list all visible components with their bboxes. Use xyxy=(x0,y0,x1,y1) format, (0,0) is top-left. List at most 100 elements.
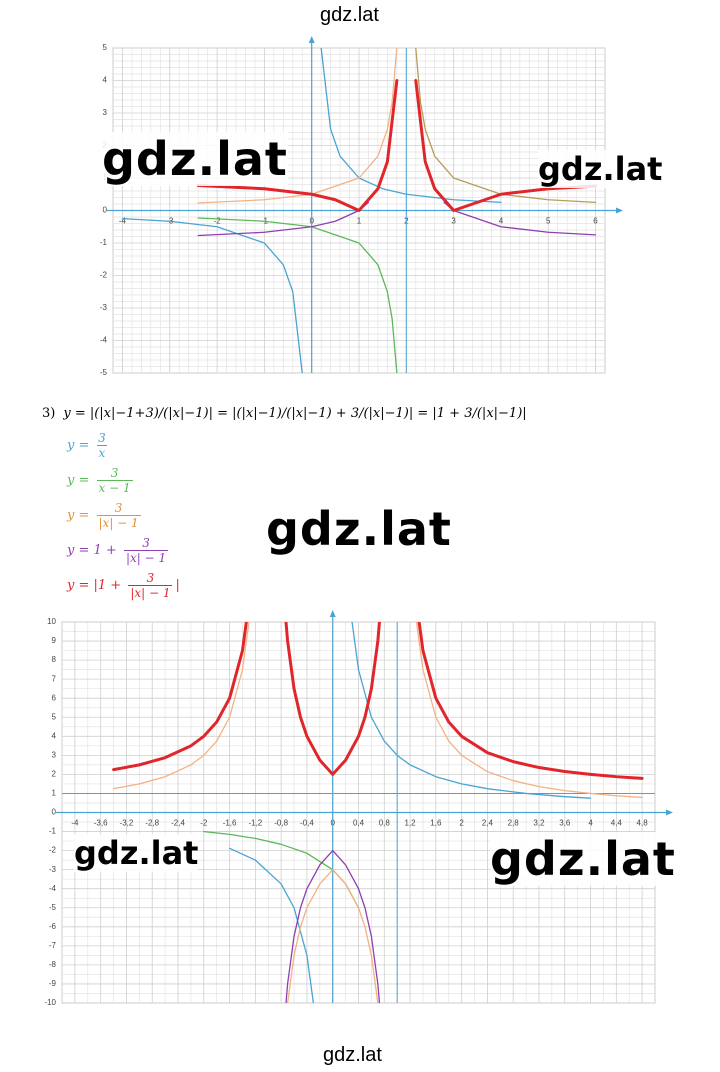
x-tick-label: 6 xyxy=(593,217,598,226)
task-number: 3) xyxy=(42,405,56,421)
fraction: 3 |x| − 1 xyxy=(128,571,173,600)
fraction: 3 |x| − 1 xyxy=(96,501,141,530)
y-tick-label: -1 xyxy=(100,238,108,247)
x-tick-label: 3,6 xyxy=(559,819,571,828)
x-tick-label: 1,6 xyxy=(430,819,442,828)
y-tick-label: 3 xyxy=(103,108,108,117)
x-tick-label: 4 xyxy=(499,217,504,226)
curve xyxy=(228,622,592,1003)
y-tick-label: -4 xyxy=(100,336,108,345)
y-axis-arrow xyxy=(308,36,315,43)
equation: y = |(|x|−1+3)/(|x|−1)| = |(|x|−1)/(|x|−… xyxy=(63,405,527,421)
y-tick-label: -5 xyxy=(49,903,57,912)
y-tick-label: 0 xyxy=(103,206,108,215)
y-tick-label: -4 xyxy=(49,884,57,893)
y-tick-label: 7 xyxy=(52,674,57,683)
x-tick-label: -0,4 xyxy=(300,819,314,828)
x-tick-label: -0,8 xyxy=(274,819,288,828)
x-tick-label: 2 xyxy=(459,819,464,828)
curve xyxy=(196,79,598,212)
x-tick-label: -2,8 xyxy=(145,819,159,828)
y-tick-label: -5 xyxy=(100,368,108,377)
curves xyxy=(121,48,598,373)
denominator: |x| − 1 xyxy=(123,550,169,565)
x-tick-label: 3 xyxy=(451,217,456,226)
formula: y = 3 |x| − 1 xyxy=(42,498,527,533)
curve xyxy=(112,622,644,780)
solution: 3) y = |(|x|−1+3)/(|x|−1)| = |(|x|−1)/(|… xyxy=(42,398,527,603)
x-axis-arrow xyxy=(616,207,623,214)
y-tick-label: 9 xyxy=(52,636,57,645)
denominator: x xyxy=(96,445,108,460)
x-tick-label: 1,2 xyxy=(405,819,417,828)
watermark: gdz.lat xyxy=(74,834,199,872)
x-tick-label: 0,4 xyxy=(353,819,365,828)
formula-prefix: y = xyxy=(67,438,94,453)
curve xyxy=(121,48,502,373)
formula-prefix: y = xyxy=(67,508,94,523)
x-tick-label: 2,8 xyxy=(508,819,520,828)
denominator: |x| − 1 xyxy=(128,585,173,600)
x-tick-label: -2 xyxy=(200,819,208,828)
x-tick-label: 4,4 xyxy=(611,819,623,828)
x-tick-label: 3,2 xyxy=(533,819,545,828)
y-tick-label: -2 xyxy=(49,846,57,855)
y-tick-label: -3 xyxy=(49,865,57,874)
x-tick-label: 5 xyxy=(546,217,551,226)
formula-suffix: | xyxy=(175,578,180,593)
y-tick-label: -6 xyxy=(49,922,57,931)
x-tick-label: 4,8 xyxy=(637,819,649,828)
x-axis-arrow xyxy=(666,809,673,816)
curve xyxy=(415,48,597,204)
numerator: 3 xyxy=(142,536,150,550)
curve xyxy=(285,849,381,1003)
watermark: gdz.lat xyxy=(538,150,663,188)
y-tick-label: 8 xyxy=(52,655,57,664)
y-tick-label: 1 xyxy=(52,789,57,798)
fraction: 3 |x| − 1 xyxy=(123,536,169,565)
numerator: 3 xyxy=(114,501,123,515)
x-tick-label: 1 xyxy=(357,217,362,226)
watermark: gdz.lat xyxy=(102,132,288,186)
curves xyxy=(112,622,644,1003)
x-tick-label: 2,4 xyxy=(482,819,494,828)
x-tick-label: -1,6 xyxy=(223,819,237,828)
curve xyxy=(112,622,643,1003)
y-tick-label: 6 xyxy=(52,693,57,702)
y-tick-label: 2 xyxy=(52,770,57,779)
x-tick-label: -3,6 xyxy=(94,819,108,828)
y-tick-label: 4 xyxy=(52,731,57,740)
y-tick-label: 3 xyxy=(52,750,57,759)
y-tick-label: -3 xyxy=(100,303,108,312)
y-tick-label: -1 xyxy=(49,827,57,836)
y-tick-label: -2 xyxy=(100,271,108,280)
equation-line: 3) y = |(|x|−1+3)/(|x|−1)| = |(|x|−1)/(|… xyxy=(42,398,527,428)
formula-prefix: y = 1 + xyxy=(67,543,121,558)
x-tick-label: -4 xyxy=(119,217,127,226)
x-tick-label: -2 xyxy=(214,217,222,226)
denominator: |x| − 1 xyxy=(96,515,141,530)
curve xyxy=(197,48,398,204)
x-tick-label: 4 xyxy=(588,819,593,828)
y-tick-label: -10 xyxy=(44,998,56,1007)
watermark: gdz.lat xyxy=(266,502,452,556)
formula: y = 1 + 3 |x| − 1 xyxy=(42,533,527,568)
formula-prefix: y = xyxy=(67,473,94,488)
y-tick-label: -7 xyxy=(49,941,57,950)
y-tick-label: 5 xyxy=(52,712,57,721)
curve xyxy=(197,217,398,373)
formula: y = |1 + 3 |x| − 1 | xyxy=(42,568,527,603)
y-tick-label: -8 xyxy=(49,960,57,969)
x-tick-label: -3,2 xyxy=(120,819,134,828)
x-tick-label: -4 xyxy=(71,819,79,828)
y-tick-label: 5 xyxy=(103,43,108,52)
x-tick-label: 0,8 xyxy=(379,819,391,828)
x-tick-label: -1,2 xyxy=(248,819,262,828)
y-axis-arrow xyxy=(329,610,336,617)
